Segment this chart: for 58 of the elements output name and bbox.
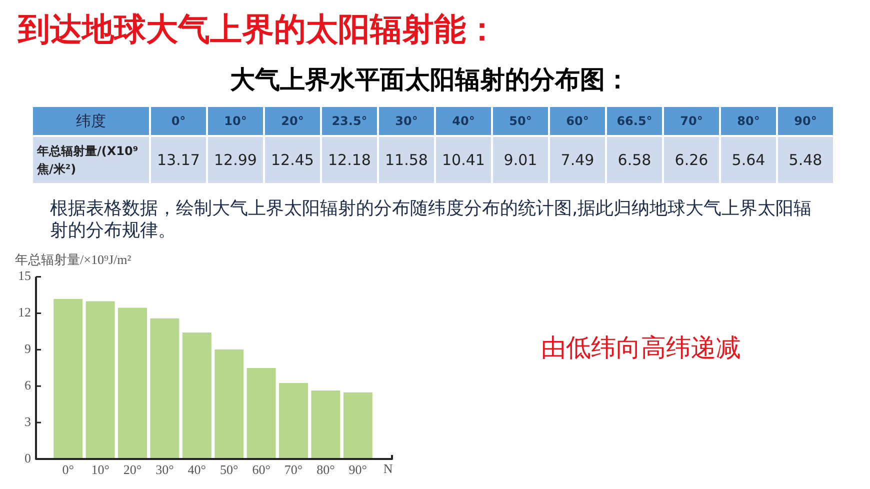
data-label: 13.17 (151, 137, 208, 183)
x-tick-label: 90° (348, 462, 367, 478)
x-tick-label: 30° (156, 462, 174, 478)
chart-subtitle: 大气上界水平面太阳辐射的分布图： (229, 64, 631, 96)
x-tick-label: 30° (379, 107, 436, 135)
text: 由低纬向高纬递减 (541, 332, 741, 364)
x-tick-label: 66.5° (607, 107, 664, 135)
y-tick-label: 年总辐射量/(X10⁹焦/米²) (33, 137, 151, 183)
x-tick-label: 20° (123, 462, 142, 478)
bar (54, 299, 83, 459)
x-tick-label: 10° (208, 107, 265, 135)
x-tick-label: 0° (151, 107, 208, 135)
x-tick-label: 50° (220, 462, 238, 478)
bar (182, 332, 212, 459)
y-tick-label: 12 (18, 304, 31, 320)
bar (279, 382, 308, 459)
y-tick-label: 6 (24, 378, 32, 393)
data-label: 12.99 (208, 137, 265, 183)
data-label: 12.18 (322, 137, 379, 183)
chart-title: 到达地球大气上界的太阳辐射能： (18, 9, 498, 50)
bar (343, 392, 372, 459)
x-axis-title: N (383, 460, 394, 476)
x-tick-label: 40° (436, 107, 493, 135)
x-tick-label: 60° (252, 462, 270, 478)
text: 根据表格数据，绘制大气上界太阳辐射的分布随纬度分布的统计图,据此归纳地球大气上界太阳辐射的分布规律。 (50, 198, 813, 242)
y-tick-label: 15 (18, 268, 31, 284)
x-tick-label: 0° (62, 462, 74, 478)
x-tick-label: 10° (91, 462, 110, 478)
x-tick-label: 80° (316, 462, 335, 478)
data-label: 11.58 (379, 137, 436, 183)
data-label: 7.49 (550, 137, 607, 183)
bar (311, 390, 340, 459)
data-label: 5.48 (778, 137, 835, 183)
data-label: 9.01 (493, 137, 550, 183)
x-tick-label: 70° (664, 107, 721, 135)
bar (214, 350, 244, 459)
y-tick-label: 9 (24, 341, 31, 356)
x-tick-label: 80° (721, 107, 778, 135)
data-label: 10.41 (436, 137, 493, 183)
data-label: 12.45 (265, 137, 322, 183)
data-label: 6.26 (664, 137, 721, 183)
x-axis-title: 纬度 (33, 107, 151, 135)
bar (86, 301, 115, 459)
bar (150, 318, 180, 459)
y-axis-title: 年总辐射量/×10⁹J/m² (15, 252, 132, 267)
x-tick-label: 90° (778, 107, 835, 135)
y-tick-label: 0 (24, 450, 31, 466)
x-tick-label: 40° (188, 462, 206, 478)
x-tick-label: 23.5° (322, 107, 379, 135)
y-tick-label: 3 (24, 414, 31, 429)
bar (118, 308, 147, 459)
bar (246, 368, 276, 459)
x-tick-label: 70° (284, 462, 303, 478)
x-tick-label: 50° (493, 107, 550, 135)
x-tick-label: 60° (550, 107, 607, 135)
data-label: 6.58 (607, 137, 664, 183)
data-label: 5.64 (721, 137, 778, 183)
x-tick-label: 20° (265, 107, 322, 135)
